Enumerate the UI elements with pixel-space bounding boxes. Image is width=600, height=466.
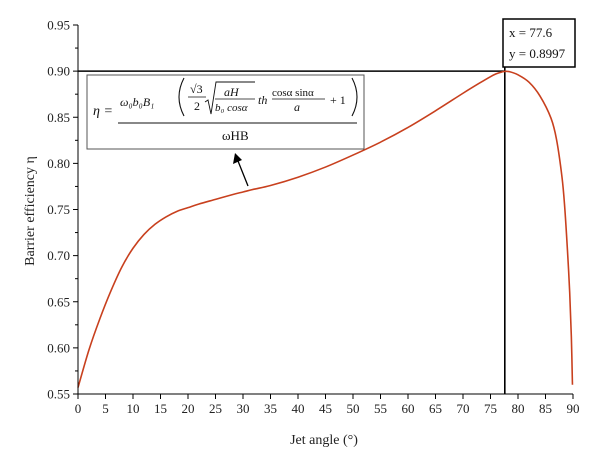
formula-arrow <box>233 153 249 187</box>
y-tick-label: 0.65 <box>47 294 70 309</box>
y-tick-label: 0.75 <box>47 202 70 217</box>
formula-sqrt-den: b₀ cosα <box>215 102 248 114</box>
x-axis-ticks: 0 5 10 15 20 25 30 35 40 45 50 55 60 65 70 75 80 85 90 <box>75 394 580 416</box>
x-tick-label: 85 <box>539 401 552 416</box>
formula-sqrt-num: aH <box>224 85 240 99</box>
x-tick-label: 80 <box>512 401 525 416</box>
x-tick-label: 20 <box>182 401 195 416</box>
formula-th: th <box>258 93 267 107</box>
x-tick-label: 60 <box>402 401 415 416</box>
x-tick-label: 55 <box>374 401 387 416</box>
y-tick-label: 0.85 <box>47 110 70 125</box>
formula-numerator-prefix: ω₀b₀B₁ <box>120 95 154 109</box>
formula-lhs: η = <box>93 104 113 119</box>
series-line <box>77 70 574 388</box>
y-axis-title: Barrier efficiency η <box>23 156 38 266</box>
x-tick-label: 40 <box>292 401 305 416</box>
y-tick-label: 0.55 <box>47 387 70 402</box>
formula-frac1-den: 2 <box>194 99 200 113</box>
y-tick-label: 0.60 <box>47 340 70 355</box>
peak-x-label: x = 77.6 <box>509 25 553 40</box>
formula-right-paren <box>351 77 358 117</box>
peak-readout-box: x = 77.6 y = 0.8997 <box>502 18 576 68</box>
formula-denominator: ωHB <box>222 128 249 143</box>
formula-left-paren <box>178 77 185 117</box>
y-tick-label: 0.90 <box>47 64 70 79</box>
x-tick-label: 65 <box>429 401 442 416</box>
x-tick-label: 50 <box>347 401 360 416</box>
x-tick-label: 10 <box>127 401 140 416</box>
y-tick-label: 0.95 <box>47 18 70 33</box>
x-tick-label: 25 <box>209 401 222 416</box>
y-tick-label: 0.80 <box>47 156 70 171</box>
x-tick-label: 15 <box>154 401 167 416</box>
x-tick-label: 0 <box>75 401 82 416</box>
x-tick-label: 45 <box>319 401 332 416</box>
formula-box: η = ω₀b₀B₁ √3 2 aH b₀ cosα th cosα sinα … <box>86 74 365 150</box>
x-tick-label: 30 <box>237 401 250 416</box>
formula-frac2-num: cosα sinα <box>272 87 314 99</box>
formula-frac2-den: a <box>294 100 300 114</box>
x-tick-label: 70 <box>457 401 470 416</box>
y-tick-label: 0.70 <box>47 248 70 263</box>
x-axis-title: Jet angle (°) <box>290 433 358 448</box>
y-axis-ticks: 0.55 0.60 0.65 0.70 0.75 0.80 0.85 0.90 0.95 <box>47 18 78 402</box>
formula-plus-one: + 1 <box>330 93 346 107</box>
peak-y-label: y = 0.8997 <box>509 46 566 61</box>
formula-frac1-num: √3 <box>190 82 203 96</box>
x-tick-label: 5 <box>102 401 109 416</box>
x-tick-label: 75 <box>484 401 497 416</box>
x-tick-label: 35 <box>264 401 277 416</box>
formula-sqrt-sign <box>204 81 255 115</box>
x-tick-label: 90 <box>567 401 580 416</box>
